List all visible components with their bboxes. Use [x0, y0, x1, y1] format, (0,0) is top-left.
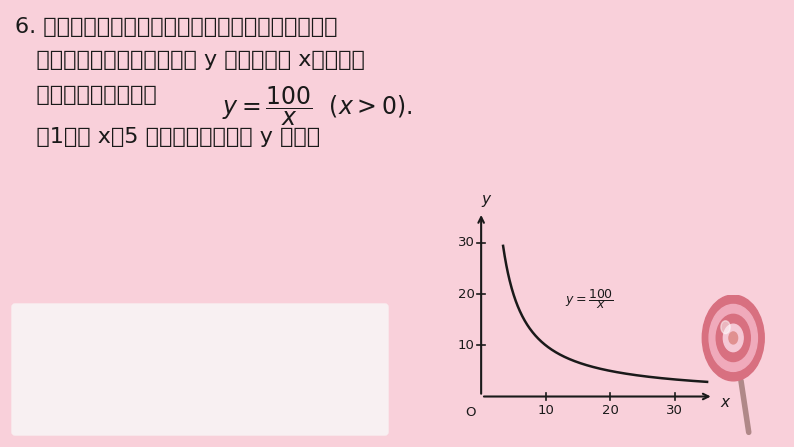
Circle shape — [702, 295, 764, 381]
Text: 10: 10 — [538, 404, 554, 417]
Text: （1）若 x＝5 时，求舒适度指数 y 的值；: （1）若 x＝5 时，求舒适度指数 y 的值； — [15, 127, 320, 147]
Circle shape — [709, 304, 757, 371]
Text: 30: 30 — [458, 236, 475, 249]
Text: 6. 去学校食堂就餐，经常会在买菜窗口前等待．经调: 6. 去学校食堂就餐，经常会在买菜窗口前等待．经调 — [15, 17, 337, 37]
Text: 30: 30 — [666, 404, 684, 417]
Circle shape — [723, 324, 743, 352]
Text: $y=\dfrac{100}{x}$: $y=\dfrac{100}{x}$ — [565, 287, 614, 311]
Text: O: O — [465, 406, 476, 419]
Text: 10: 10 — [458, 339, 475, 352]
Text: y: y — [482, 192, 491, 207]
Text: 20: 20 — [458, 287, 475, 300]
Text: 20: 20 — [602, 404, 619, 417]
Text: x: x — [720, 395, 729, 410]
Text: 之间存在如下关系：: 之间存在如下关系： — [15, 85, 156, 105]
Text: $y=\dfrac{100}{x}\ \ (x>0).$: $y=\dfrac{100}{x}\ \ (x>0).$ — [222, 85, 412, 128]
Circle shape — [716, 314, 750, 362]
Text: 查发现，同学的舒适度指数 y 与等待时间 x（分钟）: 查发现，同学的舒适度指数 y 与等待时间 x（分钟） — [15, 50, 365, 70]
FancyBboxPatch shape — [12, 304, 388, 435]
Circle shape — [729, 332, 738, 344]
Circle shape — [721, 321, 730, 333]
